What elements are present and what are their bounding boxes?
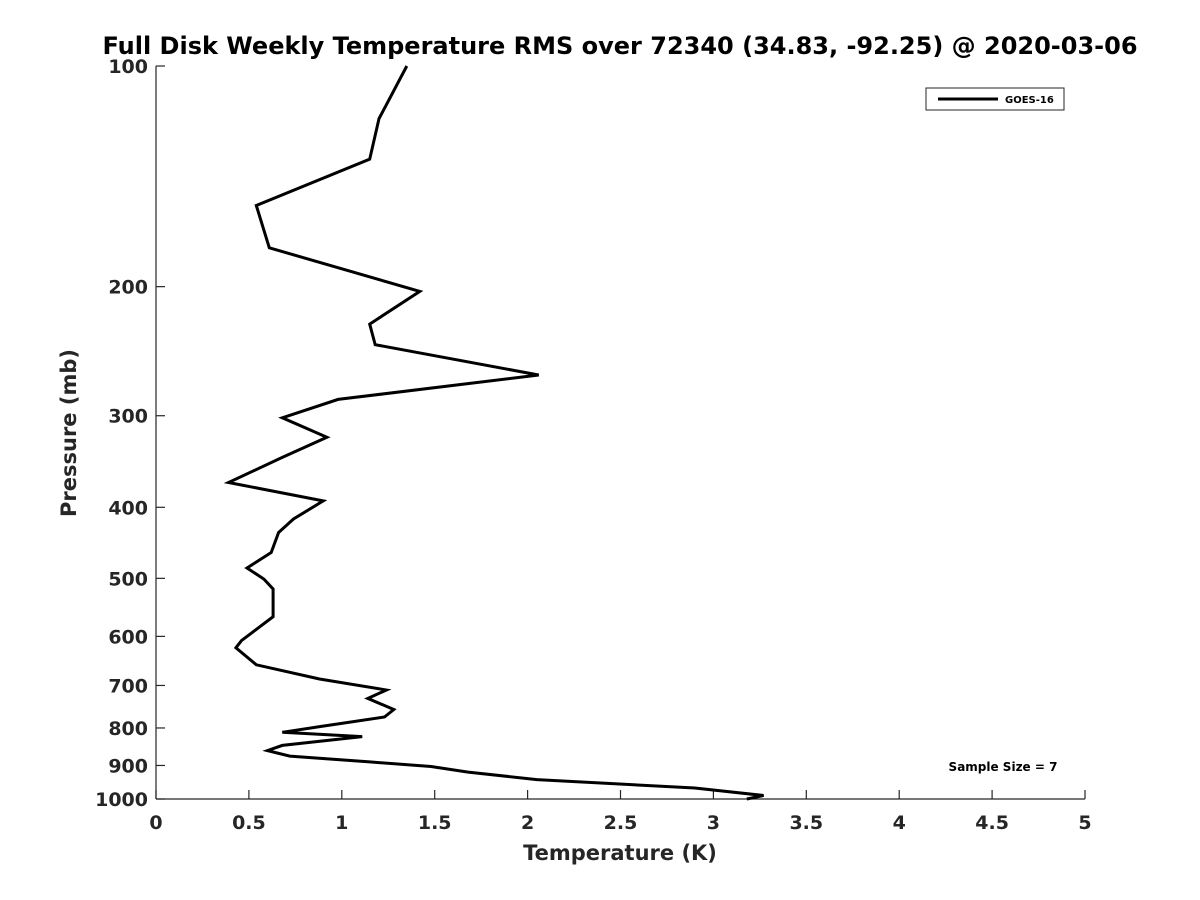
x-tick-label: 1.5 — [418, 812, 452, 834]
x-tick-label: 1 — [335, 812, 348, 834]
y-tick-label: 800 — [108, 718, 148, 740]
y-tick-label: 1000 — [95, 789, 148, 811]
y-axis-ticks: 100 200 300 400 500 600 700 800 900 1000 — [95, 56, 165, 811]
legend-entry-goes-16: GOES-16 — [1005, 95, 1054, 106]
x-axis-label: Temperature (K) — [523, 841, 717, 865]
y-tick-label: 300 — [108, 406, 148, 428]
x-tick-label: 0 — [149, 812, 162, 834]
plot-axes — [155, 66, 1085, 800]
y-tick-label: 100 — [108, 56, 148, 78]
y-tick-label: 900 — [108, 755, 148, 777]
legend: GOES-16 — [925, 87, 1065, 111]
y-tick-label: 400 — [108, 497, 148, 519]
x-tick-label: 4.5 — [975, 812, 1009, 834]
y-tick-label: 600 — [108, 626, 148, 648]
chart-title: Full Disk Weekly Temperature RMS over 72… — [102, 32, 1137, 60]
x-tick-label: 2.5 — [604, 812, 638, 834]
x-axis-ticks: 0 0.5 1 1.5 2 2.5 3 3.5 4 4.5 5 — [149, 790, 1092, 834]
y-tick-label: 200 — [108, 277, 148, 299]
series-line-goes-16 — [223, 65, 764, 801]
y-tick-label: 500 — [108, 568, 148, 590]
x-tick-label: 4 — [893, 812, 906, 834]
x-tick-label: 3.5 — [789, 812, 823, 834]
x-tick-label: 2 — [521, 812, 534, 834]
y-tick-label: 700 — [108, 675, 148, 697]
x-tick-label: 0.5 — [232, 812, 266, 834]
y-axis-label: Pressure (mb) — [57, 349, 81, 517]
sample-size-annotation: Sample Size = 7 — [949, 760, 1058, 774]
x-tick-label: 5 — [1078, 812, 1091, 834]
x-tick-label: 3 — [707, 812, 720, 834]
